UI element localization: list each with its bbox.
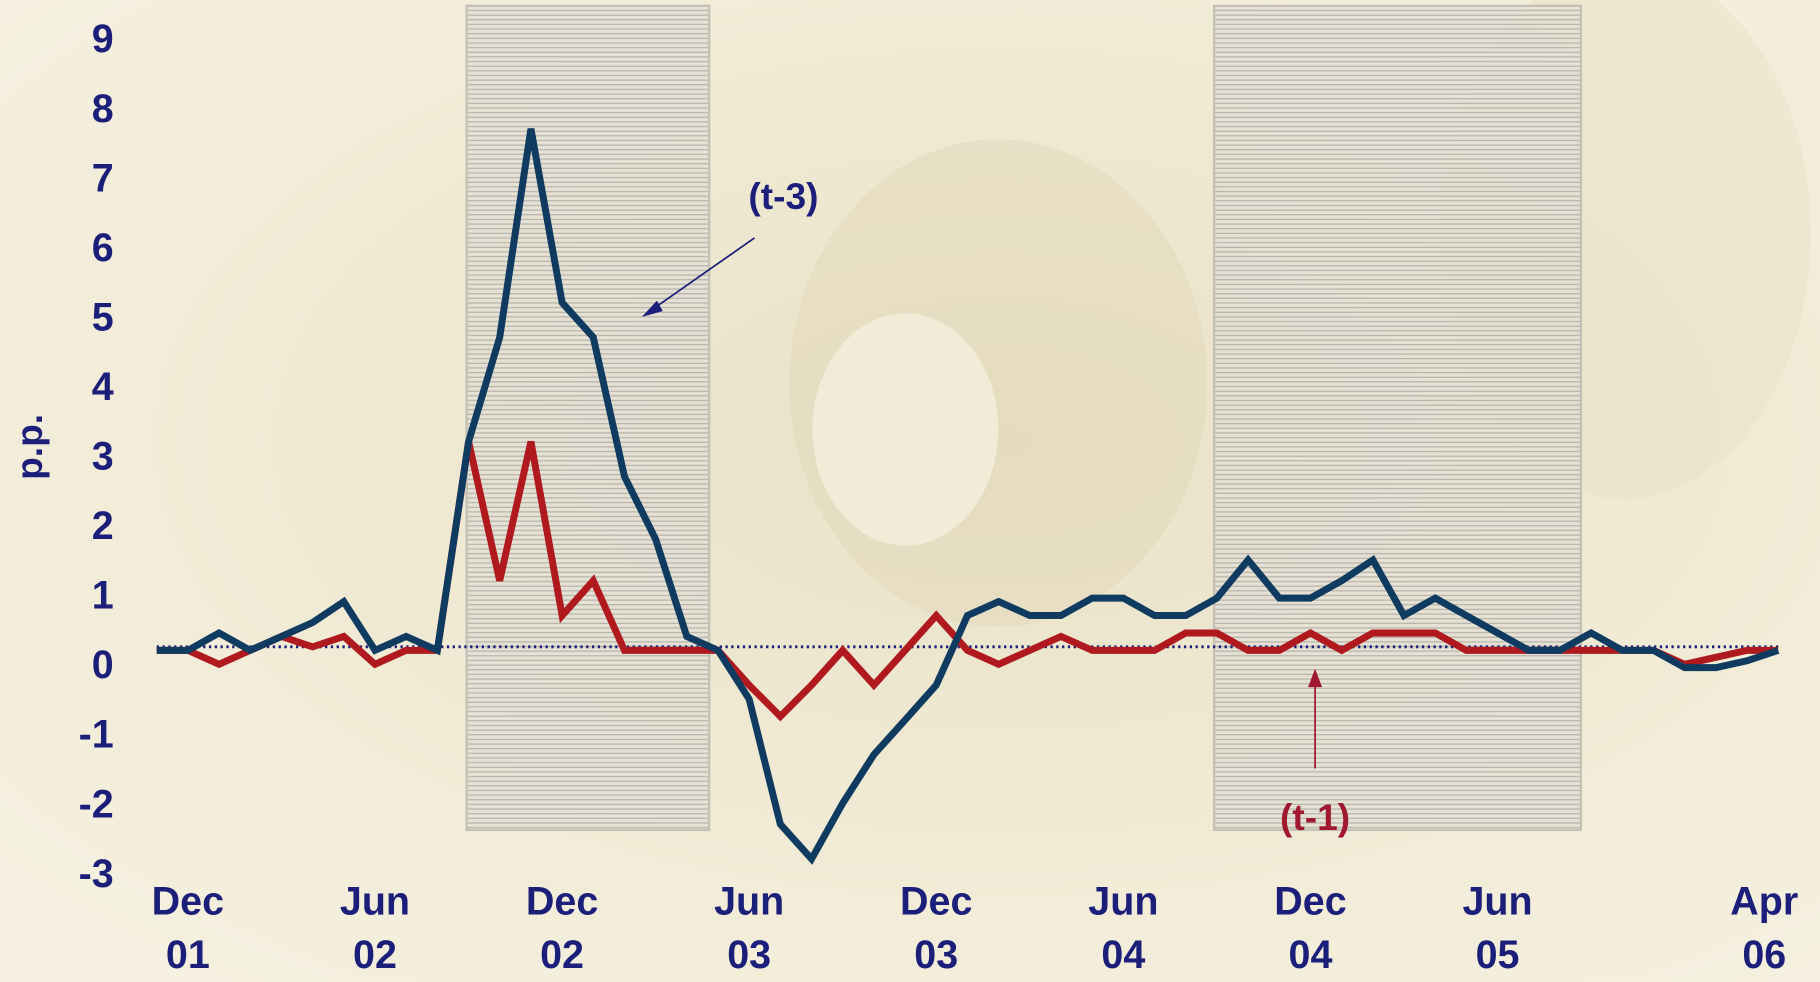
y-tick-label: 9 [92,17,114,61]
y-tick-label: 0 [92,643,114,687]
x-tick-label-box: Dec 01 [118,875,257,982]
y-tick-label: -1 [79,713,114,757]
x-tick-label: Dec 04 [1241,875,1380,982]
x-tick-label: Jun 02 [305,875,444,982]
x-tick-label-box: Jun 02 [305,875,444,982]
x-tick-label: Dec 01 [118,875,257,982]
page: {"chart_data": {"type": "line", "y_label… [0,0,1820,982]
y-tick-label: 1 [92,574,114,618]
y-tick-label: 6 [92,226,114,270]
y-tick-label: -3 [79,852,114,896]
y-tick-label: -2 [79,782,114,826]
x-tick-label: Apr 06 [1695,875,1820,982]
x-tick-label-box: Jun 03 [680,875,819,982]
x-tick-label-box: Dec 03 [867,875,1006,982]
x-tick-label: Jun 03 [680,875,819,982]
x-tick-label-box: Jun 04 [1054,875,1193,982]
x-tick-label: Dec 03 [867,875,1006,982]
y-tick-label: 3 [92,435,114,479]
shaded-period [1214,6,1581,830]
x-tick-label-box: Dec 04 [1241,875,1380,982]
x-tick-label-box: Apr 06 [1695,875,1820,982]
background-motif [813,313,999,545]
x-tick-label: Jun 05 [1428,875,1567,982]
chart: -3 -2 -1 0 1 2 3 4 5 6 7 8 9 Dec 01 Jun 02 Dec 02 Jun 03… [0,0,1820,982]
x-tick-label: Jun 04 [1054,875,1193,982]
y-axis-label: p.p. [8,414,50,480]
x-tick-label: Dec 02 [492,875,631,982]
x-tick-label-box: Dec 02 [492,875,631,982]
x-tick-label-box: Jun 05 [1428,875,1567,982]
y-tick-label: 8 [92,87,114,131]
y-tick-label: 4 [92,365,114,409]
y-tick-label: 5 [92,295,114,339]
annotation: (t-1) [1280,796,1350,838]
y-tick-label: 2 [92,504,114,548]
annotation: (t-3) [748,175,818,217]
y-tick-label: 7 [92,156,114,200]
shaded-period [467,6,710,830]
